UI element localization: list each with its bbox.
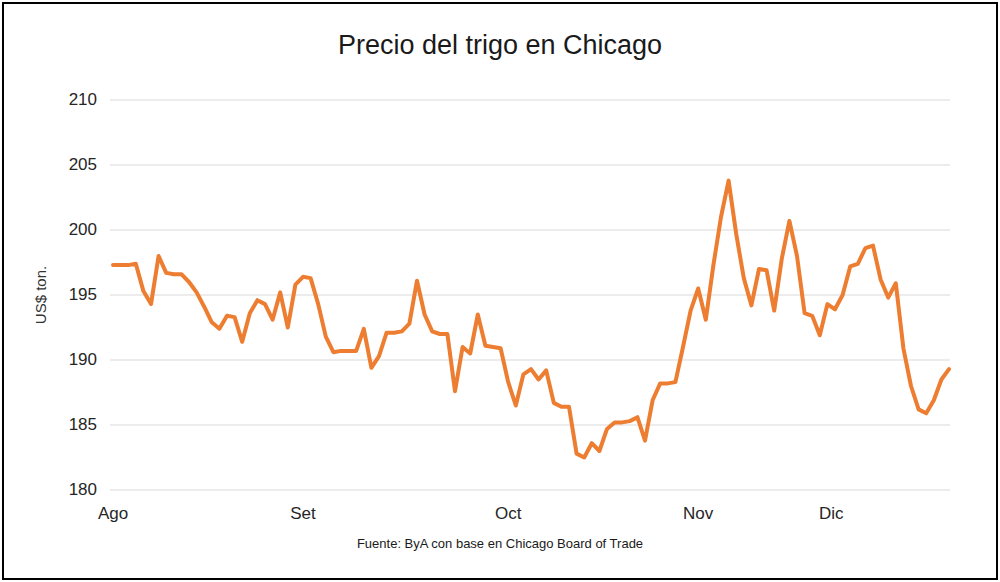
x-tick-label: Nov bbox=[683, 504, 713, 524]
y-tick-label: 185 bbox=[42, 415, 97, 435]
y-tick-label: 205 bbox=[42, 155, 97, 175]
chart-canvas bbox=[0, 0, 1000, 582]
chart-frame: Precio del trigo en Chicago US$ ton. 210… bbox=[0, 0, 1000, 582]
y-tick-label: 180 bbox=[42, 480, 97, 500]
y-tick-label: 190 bbox=[42, 350, 97, 370]
y-tick-label: 195 bbox=[42, 285, 97, 305]
x-tick-label: Dic bbox=[819, 504, 844, 524]
x-tick-label: Oct bbox=[495, 504, 521, 524]
y-tick-label: 210 bbox=[42, 90, 97, 110]
price-line bbox=[113, 181, 949, 458]
x-tick-label: Ago bbox=[98, 504, 128, 524]
y-tick-label: 200 bbox=[42, 220, 97, 240]
source-note: Fuente: ByA con base en Chicago Board of… bbox=[0, 536, 1000, 551]
chart-title: Precio del trigo en Chicago bbox=[0, 30, 1000, 61]
x-tick-label: Set bbox=[290, 504, 316, 524]
